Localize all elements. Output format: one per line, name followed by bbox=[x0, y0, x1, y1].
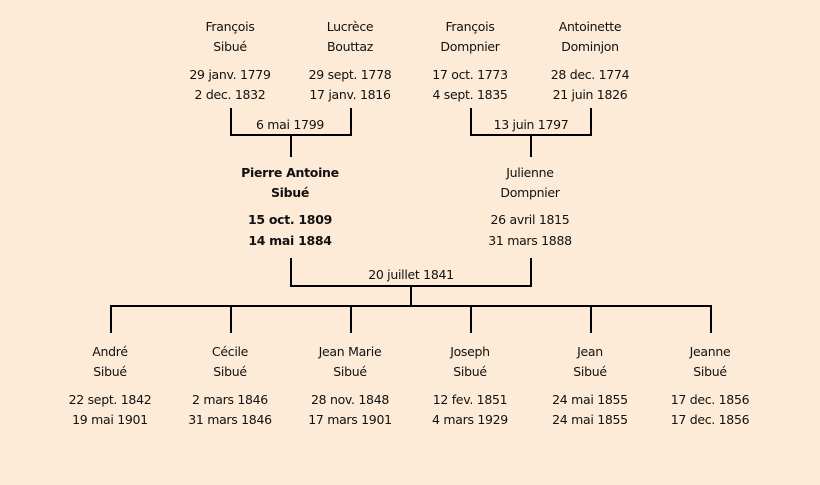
person-grandparents-1-death-date: 17 janv. 1816 bbox=[309, 87, 391, 102]
person-children-3-first-name: Joseph bbox=[450, 344, 490, 359]
person-parents-0-last-name: Sibué bbox=[270, 185, 310, 200]
connector-sibue-bouttaz bbox=[230, 108, 352, 157]
person-grandparents-3-last-name: Dominjon bbox=[561, 39, 619, 54]
marriage-date-dompnier-dominjon: 13 juin 1797 bbox=[493, 117, 569, 132]
person-parents-0-birth-date: 15 oct. 1809 bbox=[247, 212, 332, 227]
person-parents-0-death-date: 14 mai 1884 bbox=[248, 233, 332, 248]
person-children-3-birth-date: 12 fev. 1851 bbox=[432, 392, 508, 407]
person-parents-1-birth-date: 26 avril 1815 bbox=[490, 212, 570, 227]
person-children-2-death-date: 17 mars 1901 bbox=[308, 412, 392, 427]
person-children-2-first-name: Jean Marie bbox=[318, 344, 382, 359]
connector-parents bbox=[290, 258, 532, 306]
person-children-4-death-date: 24 mai 1855 bbox=[552, 412, 628, 427]
person-children-0-first-name: André bbox=[92, 344, 128, 359]
person-parents-1-last-name: Dompnier bbox=[500, 185, 560, 200]
person-parents-1-first-name: Julienne bbox=[506, 165, 554, 180]
person-children-5-birth-date: 17 dec. 1856 bbox=[670, 392, 750, 407]
person-grandparents-0-birth-date: 29 janv. 1779 bbox=[189, 67, 271, 82]
person-grandparents-3-death-date: 21 juin 1826 bbox=[552, 87, 628, 102]
person-grandparents-2-birth-date: 17 oct. 1773 bbox=[432, 67, 508, 82]
person-grandparents-2-first-name: François bbox=[445, 19, 495, 34]
person-children-4-birth-date: 24 mai 1855 bbox=[552, 392, 628, 407]
person-children-1-first-name: Cécile bbox=[211, 344, 249, 359]
connector-dompnier-dominjon bbox=[470, 108, 592, 157]
person-children-0-last-name: Sibué bbox=[93, 364, 127, 379]
person-grandparents-2-death-date: 4 sept. 1835 bbox=[432, 87, 508, 102]
person-children-1-birth-date: 2 mars 1846 bbox=[192, 392, 268, 407]
person-grandparents-3-first-name: Antoinette bbox=[558, 19, 622, 34]
person-children-3-last-name: Sibué bbox=[453, 364, 487, 379]
person-grandparents-0-first-name: François bbox=[205, 19, 255, 34]
person-grandparents-1-first-name: Lucrèce bbox=[326, 19, 374, 34]
person-children-4-last-name: Sibué bbox=[573, 364, 607, 379]
person-children-5-death-date: 17 dec. 1856 bbox=[670, 412, 750, 427]
person-grandparents-3-birth-date: 28 dec. 1774 bbox=[550, 67, 630, 82]
person-children-3-death-date: 4 mars 1929 bbox=[432, 412, 508, 427]
person-children-4-first-name: Jean bbox=[577, 344, 603, 359]
person-grandparents-0-death-date: 2 dec. 1832 bbox=[194, 87, 266, 102]
connector-children bbox=[110, 305, 712, 333]
person-parents-0-first-name: Pierre Antoine bbox=[241, 165, 339, 180]
person-children-2-birth-date: 28 nov. 1848 bbox=[310, 392, 390, 407]
marriage-date-parents: 20 juillet 1841 bbox=[368, 267, 454, 282]
person-children-1-last-name: Sibué bbox=[213, 364, 247, 379]
person-grandparents-2-last-name: Dompnier bbox=[440, 39, 500, 54]
person-children-2-last-name: Sibué bbox=[333, 364, 367, 379]
person-parents-1-death-date: 31 mars 1888 bbox=[488, 233, 572, 248]
person-children-1-death-date: 31 mars 1846 bbox=[188, 412, 272, 427]
person-children-5-first-name: Jeanne bbox=[689, 344, 731, 359]
person-children-0-death-date: 19 mai 1901 bbox=[72, 412, 148, 427]
person-grandparents-1-birth-date: 29 sept. 1778 bbox=[308, 67, 392, 82]
person-grandparents-1-last-name: Bouttaz bbox=[326, 39, 374, 54]
person-children-0-birth-date: 22 sept. 1842 bbox=[68, 392, 152, 407]
person-grandparents-0-last-name: Sibué bbox=[213, 39, 247, 54]
marriage-date-sibue-bouttaz: 6 mai 1799 bbox=[255, 117, 325, 132]
person-children-5-last-name: Sibué bbox=[693, 364, 727, 379]
